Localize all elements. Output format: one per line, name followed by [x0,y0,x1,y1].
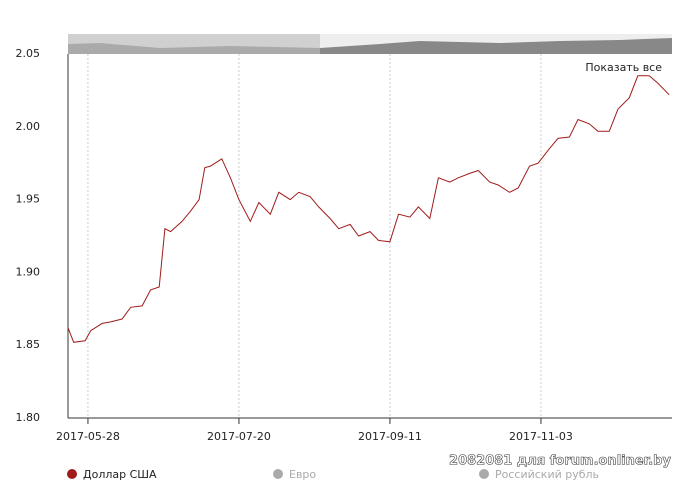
legend-label[interactable]: Евро [289,468,316,481]
legend-marker [67,469,77,479]
y-tick-label: 1.90 [16,265,41,278]
watermark: 2082081 для forum.onliner.by [449,454,671,469]
y-tick-label: 2.05 [16,47,41,60]
reset-zoom[interactable]: Показать все [585,61,662,74]
x-tick-label: 2017-05-28 [56,430,120,443]
x-tick-label: 2017-07-20 [207,430,271,443]
navigator-shape [68,43,320,54]
legend-label[interactable]: Доллар США [83,468,157,481]
navigator-shape [320,38,672,54]
legend-marker [273,469,283,479]
y-tick-label: 1.85 [16,338,41,351]
line-series [67,75,670,343]
y-tick-label: 2.00 [16,120,41,133]
x-tick-label: 2017-09-11 [358,430,422,443]
y-tick-label: 1.95 [16,193,41,206]
x-tick-label: 2017-11-03 [509,430,573,443]
legend-label[interactable]: Российский рубль [495,468,599,481]
y-tick-label: 1.80 [16,411,41,424]
legend-marker [479,469,489,479]
